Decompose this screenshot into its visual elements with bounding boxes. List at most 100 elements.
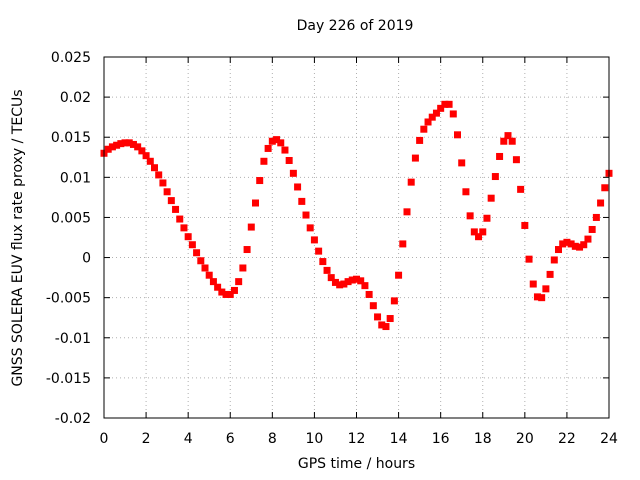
data-point bbox=[407, 178, 415, 186]
data-point bbox=[331, 278, 339, 286]
x-tick-label: 20 bbox=[516, 431, 534, 447]
x-tick-label: 16 bbox=[432, 431, 450, 447]
data-point bbox=[411, 154, 419, 162]
data-point bbox=[559, 240, 567, 248]
data-point bbox=[260, 157, 268, 165]
data-point bbox=[302, 211, 310, 219]
data-point bbox=[512, 156, 520, 164]
data-point bbox=[336, 281, 344, 289]
data-point bbox=[256, 177, 264, 185]
y-tick-label: 0.015 bbox=[51, 130, 91, 146]
chart-title: Day 226 of 2019 bbox=[296, 18, 414, 34]
data-point bbox=[277, 139, 285, 147]
data-point bbox=[167, 197, 175, 205]
data-point bbox=[504, 132, 512, 140]
data-point bbox=[357, 277, 365, 285]
data-point bbox=[230, 286, 238, 294]
x-tick-label: 22 bbox=[558, 431, 576, 447]
data-point bbox=[462, 188, 470, 196]
data-point bbox=[424, 118, 432, 126]
data-point bbox=[403, 208, 411, 216]
data-point bbox=[470, 228, 478, 236]
data-point bbox=[546, 270, 554, 278]
y-tick-label: 0.02 bbox=[60, 90, 91, 106]
data-point bbox=[563, 238, 571, 246]
data-point bbox=[205, 271, 213, 279]
data-point bbox=[222, 290, 230, 298]
data-point bbox=[180, 224, 188, 232]
data-point bbox=[416, 136, 424, 144]
data-point bbox=[264, 144, 272, 152]
data-point bbox=[108, 143, 116, 151]
grid-lines bbox=[104, 57, 609, 418]
data-point bbox=[344, 278, 352, 286]
x-tick-label: 0 bbox=[100, 431, 109, 447]
data-point bbox=[580, 241, 588, 249]
data-point bbox=[517, 185, 525, 193]
data-point bbox=[428, 113, 436, 121]
data-point bbox=[323, 266, 331, 274]
data-point bbox=[298, 197, 306, 205]
data-point bbox=[319, 258, 327, 266]
data-point bbox=[243, 246, 251, 254]
data-point bbox=[340, 280, 348, 288]
data-point bbox=[533, 293, 541, 301]
data-point bbox=[395, 271, 403, 279]
data-point bbox=[576, 243, 584, 251]
data-point bbox=[268, 137, 276, 145]
data-point bbox=[159, 179, 167, 187]
data-point bbox=[386, 315, 394, 323]
data-point bbox=[226, 290, 234, 298]
data-point bbox=[378, 321, 386, 329]
x-tick-label: 6 bbox=[226, 431, 235, 447]
data-point bbox=[445, 100, 453, 108]
data-point bbox=[382, 323, 390, 331]
x-tick-label: 10 bbox=[306, 431, 324, 447]
data-point bbox=[247, 223, 255, 231]
x-tick-label: 2 bbox=[142, 431, 151, 447]
data-point bbox=[592, 213, 600, 221]
data-point bbox=[252, 199, 259, 207]
x-tick-label: 24 bbox=[600, 431, 618, 447]
data-point bbox=[285, 156, 293, 164]
data-point bbox=[487, 194, 495, 202]
data-point bbox=[184, 233, 192, 241]
y-tick-label: 0.005 bbox=[51, 210, 91, 226]
data-point bbox=[588, 225, 596, 233]
data-point bbox=[315, 247, 323, 255]
data-point bbox=[454, 131, 461, 139]
data-point bbox=[365, 290, 373, 298]
data-point bbox=[500, 137, 508, 145]
data-point bbox=[310, 236, 318, 244]
y-tick-label: -0.005 bbox=[46, 291, 91, 307]
data-point bbox=[201, 264, 209, 272]
data-point bbox=[134, 143, 142, 151]
data-point bbox=[483, 214, 491, 222]
data-point bbox=[306, 224, 314, 232]
data-point bbox=[466, 212, 474, 220]
data-point bbox=[121, 139, 129, 147]
data-point bbox=[555, 246, 562, 254]
data-point bbox=[209, 278, 217, 286]
data-point bbox=[432, 109, 440, 117]
data-point bbox=[538, 294, 546, 302]
y-tick-label: 0.025 bbox=[51, 50, 91, 66]
data-point bbox=[327, 274, 335, 282]
data-point bbox=[294, 183, 302, 191]
x-tick-label: 12 bbox=[348, 431, 366, 447]
data-point bbox=[449, 110, 457, 118]
y-tick-label: -0.015 bbox=[46, 371, 91, 387]
data-point bbox=[239, 264, 247, 272]
data-point bbox=[458, 159, 466, 167]
data-point bbox=[437, 104, 445, 112]
data-point bbox=[125, 139, 133, 147]
data-point bbox=[420, 125, 428, 133]
data-point bbox=[155, 171, 163, 179]
y-tick-label: 0 bbox=[82, 251, 91, 267]
data-point bbox=[281, 146, 289, 154]
data-point bbox=[353, 275, 360, 283]
data-point bbox=[188, 241, 196, 249]
data-point bbox=[235, 278, 243, 286]
data-point bbox=[138, 147, 146, 155]
